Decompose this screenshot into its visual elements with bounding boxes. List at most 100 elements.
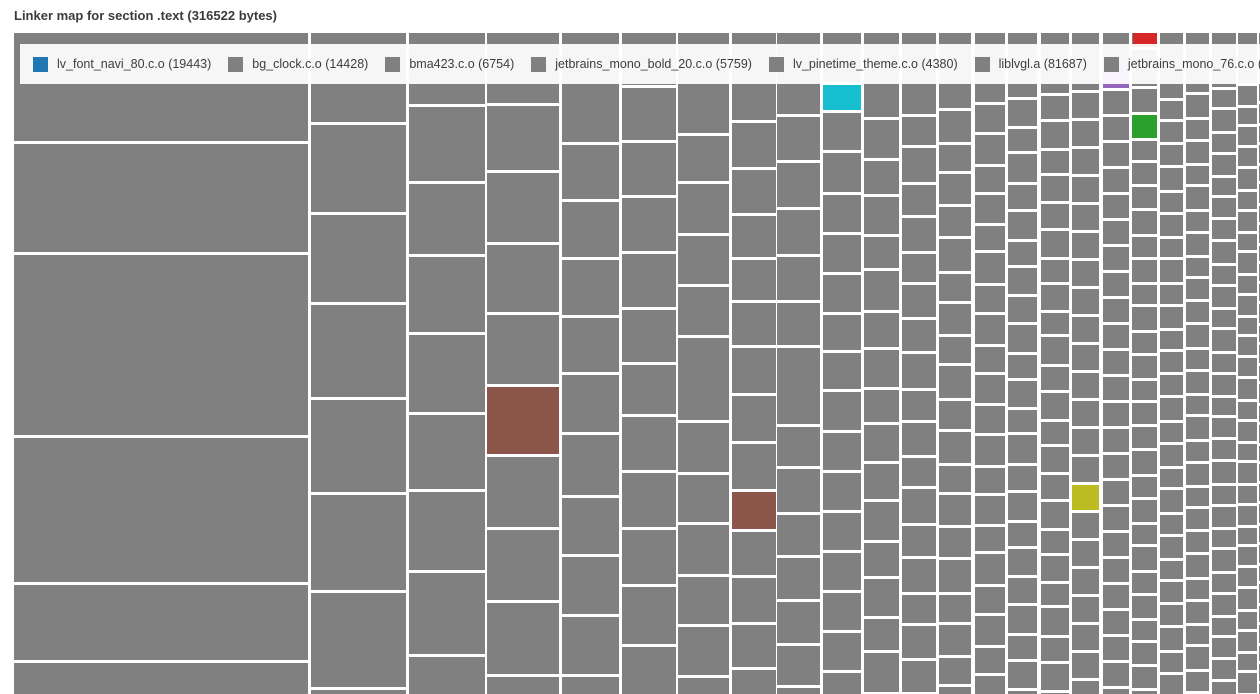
treemap-cell [1132, 596, 1157, 618]
treemap-cell [487, 603, 559, 674]
treemap-cell [1103, 481, 1129, 504]
treemap-cell [1072, 541, 1099, 566]
treemap-cell [562, 260, 619, 315]
treemap-cell [975, 587, 1005, 613]
treemap-cell [1008, 154, 1037, 182]
treemap-cell [1160, 145, 1183, 165]
treemap-cell [1160, 675, 1183, 694]
treemap-cell [1132, 237, 1157, 257]
treemap-cell [1008, 297, 1037, 322]
treemap-cell [1103, 533, 1129, 556]
treemap-cell [562, 498, 619, 554]
treemap-cell [823, 553, 861, 590]
treemap-cell [1238, 568, 1257, 586]
treemap-cell [1132, 547, 1157, 570]
treemap-cell [1186, 350, 1209, 369]
treemap-cell [1186, 212, 1209, 231]
treemap-cell [975, 554, 1005, 584]
treemap-cell [678, 338, 729, 420]
treemap-cell [487, 315, 559, 384]
treemap-cell [311, 400, 406, 492]
treemap-cell [1132, 187, 1157, 208]
treemap-cell [409, 184, 485, 254]
treemap-cell [902, 626, 936, 658]
treemap-cell [1072, 401, 1099, 426]
treemap-cell [1041, 337, 1069, 364]
treemap-cell [1132, 141, 1157, 160]
treemap-cell-highlight [1133, 33, 1157, 47]
treemap-cell [1132, 427, 1157, 448]
treemap-cell [622, 417, 676, 470]
legend-item: bma423.c.o (6754) [385, 56, 514, 72]
treemap-cell [864, 502, 899, 540]
treemap-cell [1072, 345, 1099, 370]
treemap-cell [1008, 268, 1037, 294]
treemap-cell [777, 427, 820, 466]
treemap-cell [1186, 120, 1209, 139]
treemap-cell [622, 647, 676, 694]
treemap-cell [1238, 318, 1257, 334]
treemap-cell [1072, 261, 1099, 286]
treemap-cell [562, 557, 619, 614]
treemap-cell [732, 170, 776, 213]
treemap-cell [1238, 192, 1257, 209]
treemap-cell [1160, 101, 1183, 119]
treemap-cell [1041, 122, 1069, 148]
treemap-cell [487, 530, 559, 600]
treemap-cell [1041, 393, 1069, 419]
treemap-cell [1132, 356, 1157, 378]
treemap-cell [14, 585, 308, 660]
treemap-cell [732, 303, 776, 345]
treemap-cell [902, 489, 936, 523]
legend: lv_font_navi_80.c.o (19443) bg_clock.c.o … [20, 44, 1260, 84]
treemap-cell [1238, 463, 1257, 483]
treemap-cell [409, 415, 485, 489]
treemap-cell [1008, 636, 1037, 659]
treemap-cell [1072, 177, 1099, 202]
treemap-cell [902, 559, 936, 592]
treemap-cell [975, 436, 1005, 465]
legend-swatch [33, 56, 48, 72]
treemap-cell [1160, 352, 1183, 372]
treemap-cell [864, 271, 899, 310]
treemap-cell [1160, 168, 1183, 190]
treemap-cell [1041, 96, 1069, 119]
treemap-cell [622, 198, 676, 251]
treemap-cell [1212, 287, 1236, 307]
treemap-cell [622, 254, 676, 307]
treemap-cell [1008, 493, 1037, 520]
treemap-cell [1186, 647, 1209, 669]
legend-item: liblvgl.a (81687) [974, 56, 1087, 72]
treemap-cell [902, 185, 936, 215]
treemap-cell [1186, 532, 1209, 552]
treemap-cell [902, 320, 936, 351]
treemap-cell [939, 560, 971, 592]
treemap-cell [864, 390, 899, 422]
treemap-cell [1072, 289, 1099, 314]
treemap-cell [1212, 198, 1236, 217]
treemap-cell [732, 578, 776, 622]
treemap-cell [1072, 93, 1099, 118]
treemap-cell [939, 337, 971, 363]
treemap-cell [1160, 260, 1183, 282]
treemap-cell [678, 525, 729, 574]
treemap-cell [1103, 585, 1129, 608]
treemap-cell [939, 401, 971, 429]
treemap-cell [562, 617, 619, 674]
treemap-cell [1041, 285, 1069, 310]
treemap-cell [1072, 625, 1099, 650]
treemap-cell [311, 690, 406, 694]
treemap-cell [939, 466, 971, 492]
treemap-cell [1132, 163, 1157, 184]
legend-label: lv_pinetime_theme.c.o (4380) [792, 57, 958, 71]
treemap-cell [864, 161, 899, 194]
treemap-cell [622, 88, 676, 140]
treemap-cell [1160, 423, 1183, 442]
treemap-cell [864, 313, 899, 347]
treemap-cell [823, 315, 861, 350]
treemap-cell [1103, 117, 1129, 140]
treemap-cell-highlight [487, 387, 559, 454]
treemap-cell [1160, 375, 1183, 395]
treemap-cell [1132, 211, 1157, 234]
treemap-cell [1186, 442, 1209, 461]
